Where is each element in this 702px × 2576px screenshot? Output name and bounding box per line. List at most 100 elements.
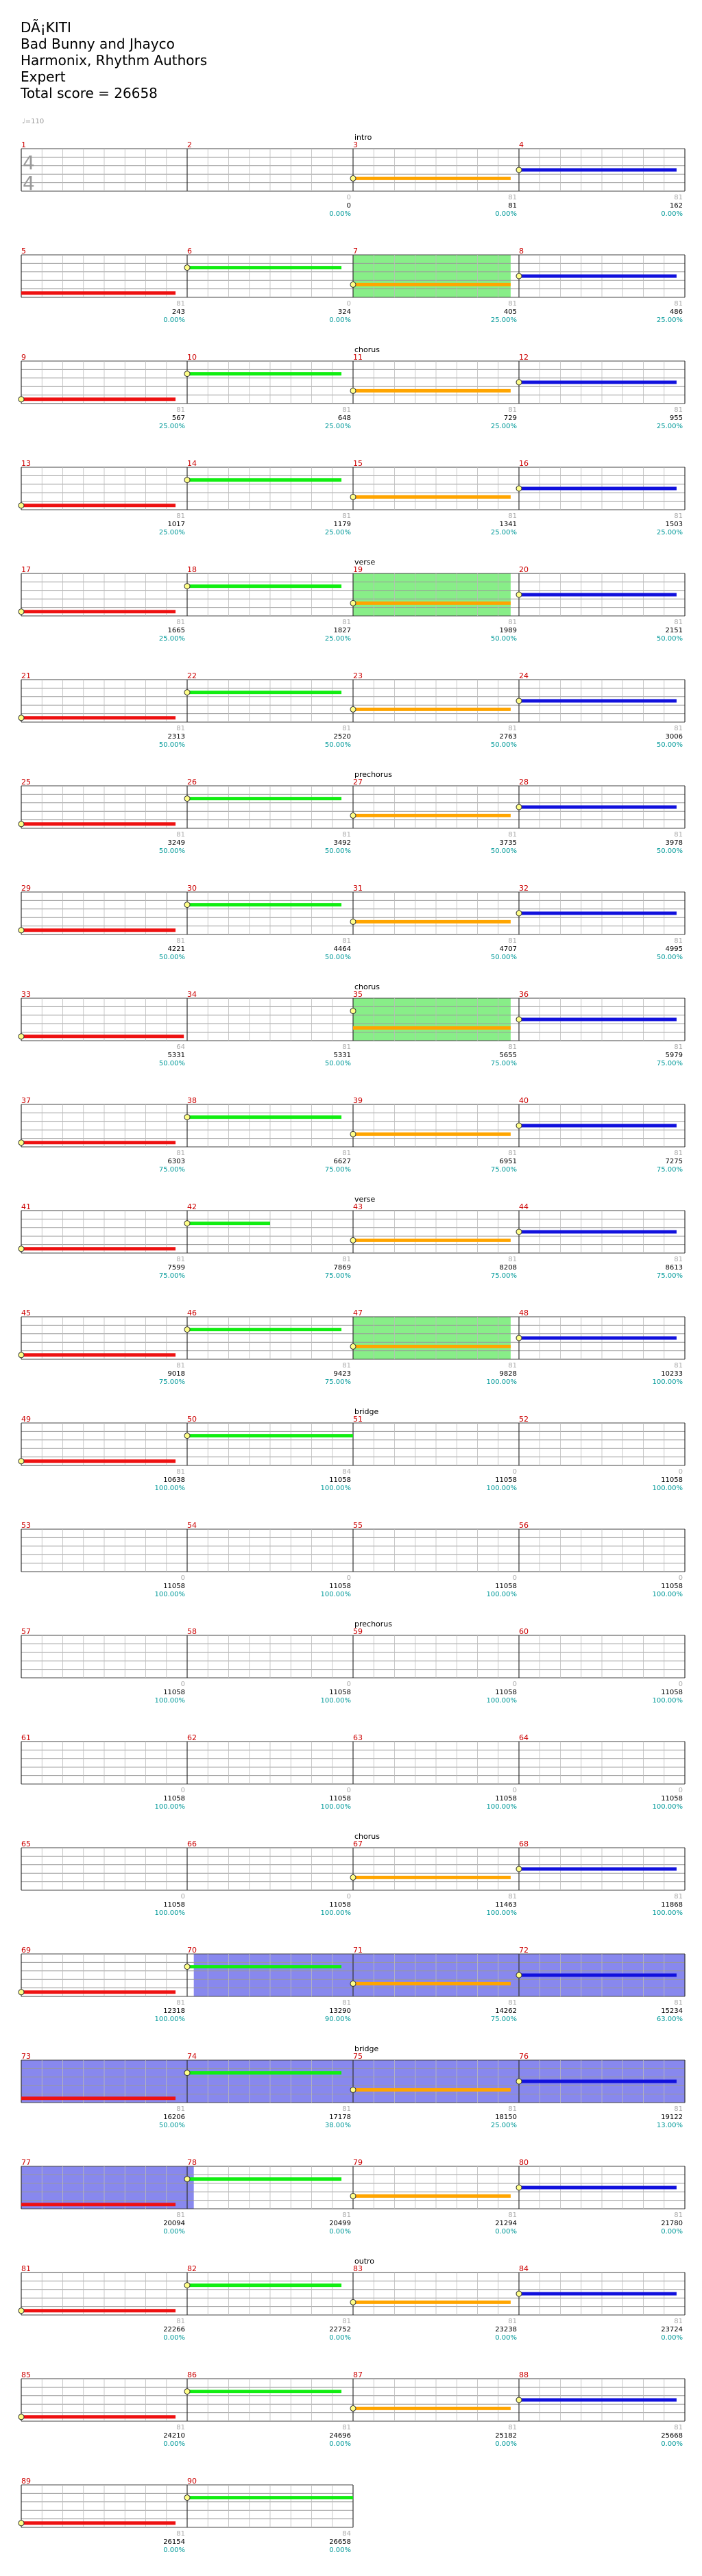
measure-streak: 0: [347, 300, 351, 308]
orange-note-gem: [350, 1980, 356, 1987]
row-end-percent: 75.00%: [657, 1166, 683, 1174]
green-note-gem: [184, 477, 191, 484]
staff-row: [18, 679, 686, 723]
red-note-gem: [18, 1989, 25, 1996]
measure-number: 3: [353, 140, 358, 149]
measure-streak: 64: [176, 1043, 185, 1051]
staff-row: [18, 998, 686, 1041]
measure-streak: 81: [342, 1150, 351, 1157]
row-end-percent: 13.00%: [657, 2122, 683, 2129]
measure-percent: 25.00%: [325, 529, 351, 536]
row-end-score: 23724: [661, 2326, 683, 2333]
measure-number: 12: [519, 353, 529, 362]
row-end-streak: 81: [674, 2105, 683, 2113]
measure-number: 23: [353, 671, 363, 680]
measure-number: 26: [187, 778, 197, 787]
row-end-streak: 0: [679, 1681, 683, 1688]
measure-number: 2: [187, 140, 192, 149]
measure-percent: 50.00%: [159, 847, 185, 855]
row-end-streak: 81: [674, 1999, 683, 2007]
orange-note-gem: [350, 387, 356, 394]
measure-streak: 81: [176, 2105, 185, 2113]
measure-score: 6951: [500, 1158, 517, 1165]
orange-note-gem: [350, 1130, 356, 1137]
row-end-streak: 0: [679, 1468, 683, 1476]
measure-number: 13: [21, 459, 31, 468]
measure-number: 7: [353, 247, 358, 256]
measure-score: 11463: [495, 1901, 517, 1909]
measure-streak: 81: [508, 194, 517, 201]
measure-streak: 81: [508, 300, 517, 308]
row-end-percent: 50.00%: [657, 635, 683, 643]
measure-number: 11: [353, 353, 363, 362]
measure-number: 6: [187, 247, 192, 256]
measure-score: 11058: [329, 1689, 351, 1696]
measure-percent: 75.00%: [491, 1060, 517, 1067]
measure-percent: 25.00%: [491, 423, 517, 430]
measure-number: 21: [21, 671, 31, 680]
measure-score: 5655: [500, 1052, 517, 1059]
red-note-gem: [18, 502, 25, 509]
green-note-gem: [184, 1326, 191, 1333]
red-note-gem: [18, 715, 25, 721]
row-end-streak: 81: [674, 2424, 683, 2431]
measure-number: 35: [353, 990, 363, 999]
orange-note-gem: [350, 706, 356, 713]
staff-row: [18, 1316, 686, 1360]
measure-number: 57: [21, 1627, 31, 1636]
measure-number: 83: [353, 2264, 363, 2273]
measure-percent: 50.00%: [491, 954, 517, 961]
row-end-score: 4995: [666, 945, 683, 953]
measure-percent: 25.00%: [159, 423, 185, 430]
blue-note-gem: [516, 1228, 522, 1235]
row-end-streak: 81: [674, 2318, 683, 2325]
green-note-gem: [350, 1008, 356, 1015]
overdrive-region: [353, 1317, 511, 1359]
measure-number: 45: [21, 1309, 31, 1317]
measure-percent: 38.00%: [325, 2122, 351, 2129]
row-end-streak: 81: [674, 1043, 683, 1051]
measure-number: 4: [519, 140, 524, 149]
blue-note-gem: [516, 2078, 522, 2085]
measure-streak: 0: [513, 1574, 517, 1582]
measure-streak: 81: [508, 725, 517, 732]
measure-streak: 81: [342, 619, 351, 626]
row-end-score: 7275: [666, 1158, 683, 1165]
measure-number: 46: [187, 1309, 197, 1317]
measure-score: 4221: [168, 945, 185, 953]
section-label: prechorus: [354, 1620, 392, 1628]
measure-number: 66: [187, 1840, 197, 1848]
row-end-streak: 81: [674, 512, 683, 520]
measure-percent: 100.00%: [487, 1909, 518, 1917]
red-note-gem: [18, 1139, 25, 1146]
row-end-percent: 0.00%: [661, 2334, 683, 2342]
measure-number: 88: [519, 2370, 529, 2379]
measure-percent: 50.00%: [159, 1060, 185, 1067]
measure-number: 59: [353, 1627, 363, 1636]
measure-percent: 0.00%: [495, 2440, 517, 2448]
blue-note-gem: [516, 1122, 522, 1129]
row-end-streak: 81: [674, 1893, 683, 1900]
measure-number: 31: [353, 884, 363, 893]
measure-number: 65: [21, 1840, 31, 1848]
measure-number: 15: [353, 459, 363, 468]
measure-number: 84: [519, 2264, 529, 2273]
row-end-percent: 50.00%: [657, 741, 683, 749]
measure-streak: 0: [513, 1681, 517, 1688]
row-end-score: 25668: [661, 2432, 683, 2440]
measure-score: 5331: [334, 1052, 351, 1059]
measure-number: 25: [21, 778, 31, 787]
measure-streak: 81: [508, 1362, 517, 1370]
measure-percent: 100.00%: [155, 1909, 186, 1917]
measure-streak: 0: [347, 194, 351, 201]
measure-score: 18150: [495, 2114, 517, 2121]
measure-streak: 0: [513, 1787, 517, 1794]
blue-note-gem: [516, 273, 522, 280]
measure-number: 60: [519, 1627, 529, 1636]
section-label: prechorus: [354, 770, 392, 779]
measure-number: 55: [353, 1521, 363, 1530]
measure-percent: 50.00%: [159, 741, 185, 749]
measure-percent: 100.00%: [155, 1803, 186, 1811]
measure-number: 89: [21, 2477, 31, 2486]
measure-percent: 100.00%: [487, 1591, 518, 1598]
